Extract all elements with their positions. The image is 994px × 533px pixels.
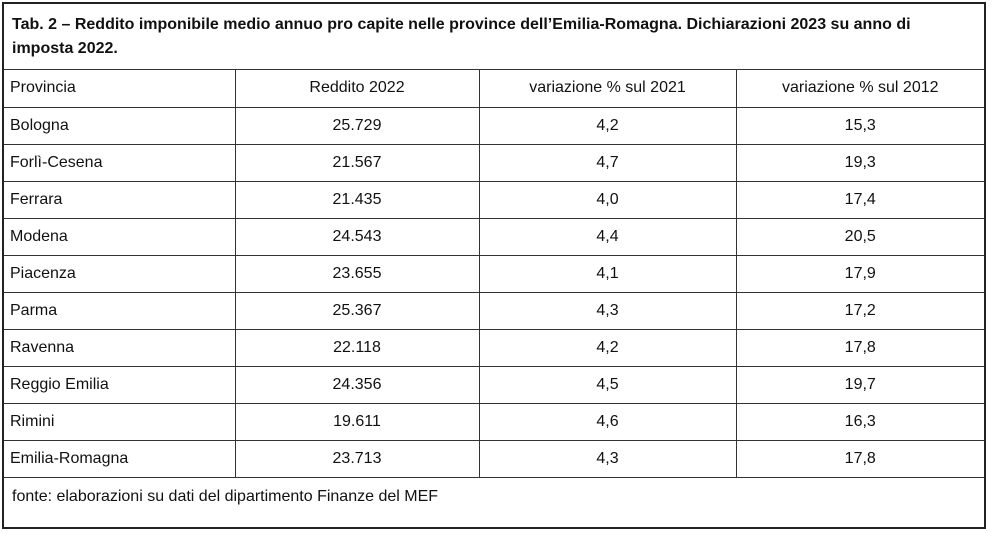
cell-reddito: 21.435 <box>235 181 480 219</box>
table-row: Ravenna 22.118 4,2 17,8 <box>4 329 984 367</box>
table-row: Rimini 19.611 4,6 16,3 <box>4 403 984 441</box>
cell-var-2021: 4,6 <box>479 403 737 441</box>
table-row: Piacenza 23.655 4,1 17,9 <box>4 255 984 293</box>
cell-var-2012: 20,5 <box>736 218 984 256</box>
cell-var-2021: 4,1 <box>479 255 737 293</box>
cell-var-2012: 17,2 <box>736 292 984 330</box>
source-note: fonte: elaborazioni su dati del dipartim… <box>12 487 439 505</box>
cell-provincia: Bologna <box>4 107 236 145</box>
cell-var-2012: 17,9 <box>736 255 984 293</box>
income-table: Provincia Reddito 2022 variazione % sul … <box>4 70 984 478</box>
cell-provincia: Emilia-Romagna <box>4 440 236 478</box>
cell-var-2012: 16,3 <box>736 403 984 441</box>
table-title: Tab. 2 – Reddito imponibile medio annuo … <box>4 4 984 70</box>
cell-reddito: 25.729 <box>235 107 480 145</box>
table-row: Forlì-Cesena 21.567 4,7 19,3 <box>4 144 984 182</box>
header-variazione-2021: variazione % sul 2021 <box>479 70 737 108</box>
header-row: Provincia Reddito 2022 variazione % sul … <box>4 70 984 108</box>
cell-var-2012: 19,3 <box>736 144 984 182</box>
table-frame: Tab. 2 – Reddito imponibile medio annuo … <box>2 2 986 529</box>
cell-var-2021: 4,5 <box>479 366 737 404</box>
cell-var-2012: 17,4 <box>736 181 984 219</box>
table-row: Bologna 25.729 4,2 15,3 <box>4 107 984 145</box>
cell-var-2021: 4,3 <box>479 292 737 330</box>
cell-provincia: Modena <box>4 218 236 256</box>
cell-reddito: 25.367 <box>235 292 480 330</box>
table-row-total: Emilia-Romagna 23.713 4,3 17,8 <box>4 440 984 478</box>
cell-provincia: Parma <box>4 292 236 330</box>
cell-var-2021: 4,4 <box>479 218 737 256</box>
cell-reddito: 24.356 <box>235 366 480 404</box>
header-provincia: Provincia <box>4 70 236 108</box>
cell-provincia: Ferrara <box>4 181 236 219</box>
cell-reddito: 19.611 <box>235 403 480 441</box>
cell-reddito: 24.543 <box>235 218 480 256</box>
cell-provincia: Ravenna <box>4 329 236 367</box>
cell-var-2021: 4,3 <box>479 440 737 478</box>
header-variazione-2012: variazione % sul 2012 <box>736 70 984 108</box>
cell-provincia: Reggio Emilia <box>4 366 236 404</box>
table-row: Parma 25.367 4,3 17,2 <box>4 292 984 330</box>
cell-var-2021: 4,7 <box>479 144 737 182</box>
cell-var-2012: 19,7 <box>736 366 984 404</box>
cell-reddito: 21.567 <box>235 144 480 182</box>
cell-var-2012: 15,3 <box>736 107 984 145</box>
cell-var-2021: 4,2 <box>479 107 737 145</box>
table-row: Ferrara 21.435 4,0 17,4 <box>4 181 984 219</box>
cell-provincia: Rimini <box>4 403 236 441</box>
cell-var-2021: 4,0 <box>479 181 737 219</box>
cell-var-2021: 4,2 <box>479 329 737 367</box>
cell-var-2012: 17,8 <box>736 329 984 367</box>
cell-provincia: Forlì-Cesena <box>4 144 236 182</box>
cell-var-2012: 17,8 <box>736 440 984 478</box>
cell-reddito: 23.655 <box>235 255 480 293</box>
table-row: Modena 24.543 4,4 20,5 <box>4 218 984 256</box>
cell-reddito: 22.118 <box>235 329 480 367</box>
table-row: Reggio Emilia 24.356 4,5 19,7 <box>4 366 984 404</box>
header-reddito-2022: Reddito 2022 <box>235 70 480 108</box>
cell-provincia: Piacenza <box>4 255 236 293</box>
cell-reddito: 23.713 <box>235 440 480 478</box>
